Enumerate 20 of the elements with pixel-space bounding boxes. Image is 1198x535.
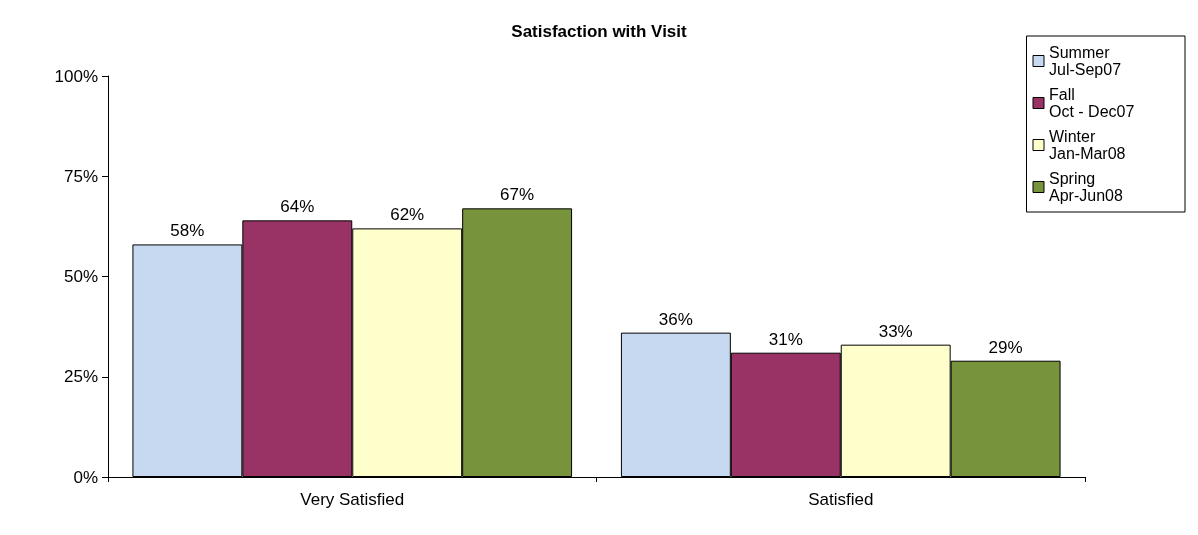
y-tick-label: 0%: [73, 467, 98, 487]
legend-label: Summer Jul-Sep07: [1049, 44, 1122, 78]
chart-title: Satisfaction with Visit: [511, 22, 688, 41]
legend-label: Spring Apr-Jun08: [1049, 170, 1123, 204]
data-label: 58%: [170, 221, 205, 241]
legend-label: Fall Oct - Dec07: [1049, 86, 1135, 120]
y-tick-label: 100%: [54, 66, 98, 86]
y-tick-label: 25%: [63, 367, 98, 387]
x-tick-label: Satisfied: [808, 490, 874, 509]
data-label: 64%: [280, 197, 315, 217]
data-label: 67%: [500, 185, 535, 205]
legend-label: Winter Jan-Mar08: [1049, 128, 1126, 162]
data-label: 36%: [658, 309, 693, 329]
data-label: 31%: [768, 329, 803, 349]
y-tick-label: 75%: [63, 166, 98, 186]
data-label: 62%: [390, 205, 425, 225]
x-tick-label: Very Satisfied: [300, 490, 405, 509]
y-tick-label: 50%: [63, 267, 98, 286]
data-label: 33%: [878, 321, 913, 341]
data-label: 29%: [988, 337, 1023, 357]
